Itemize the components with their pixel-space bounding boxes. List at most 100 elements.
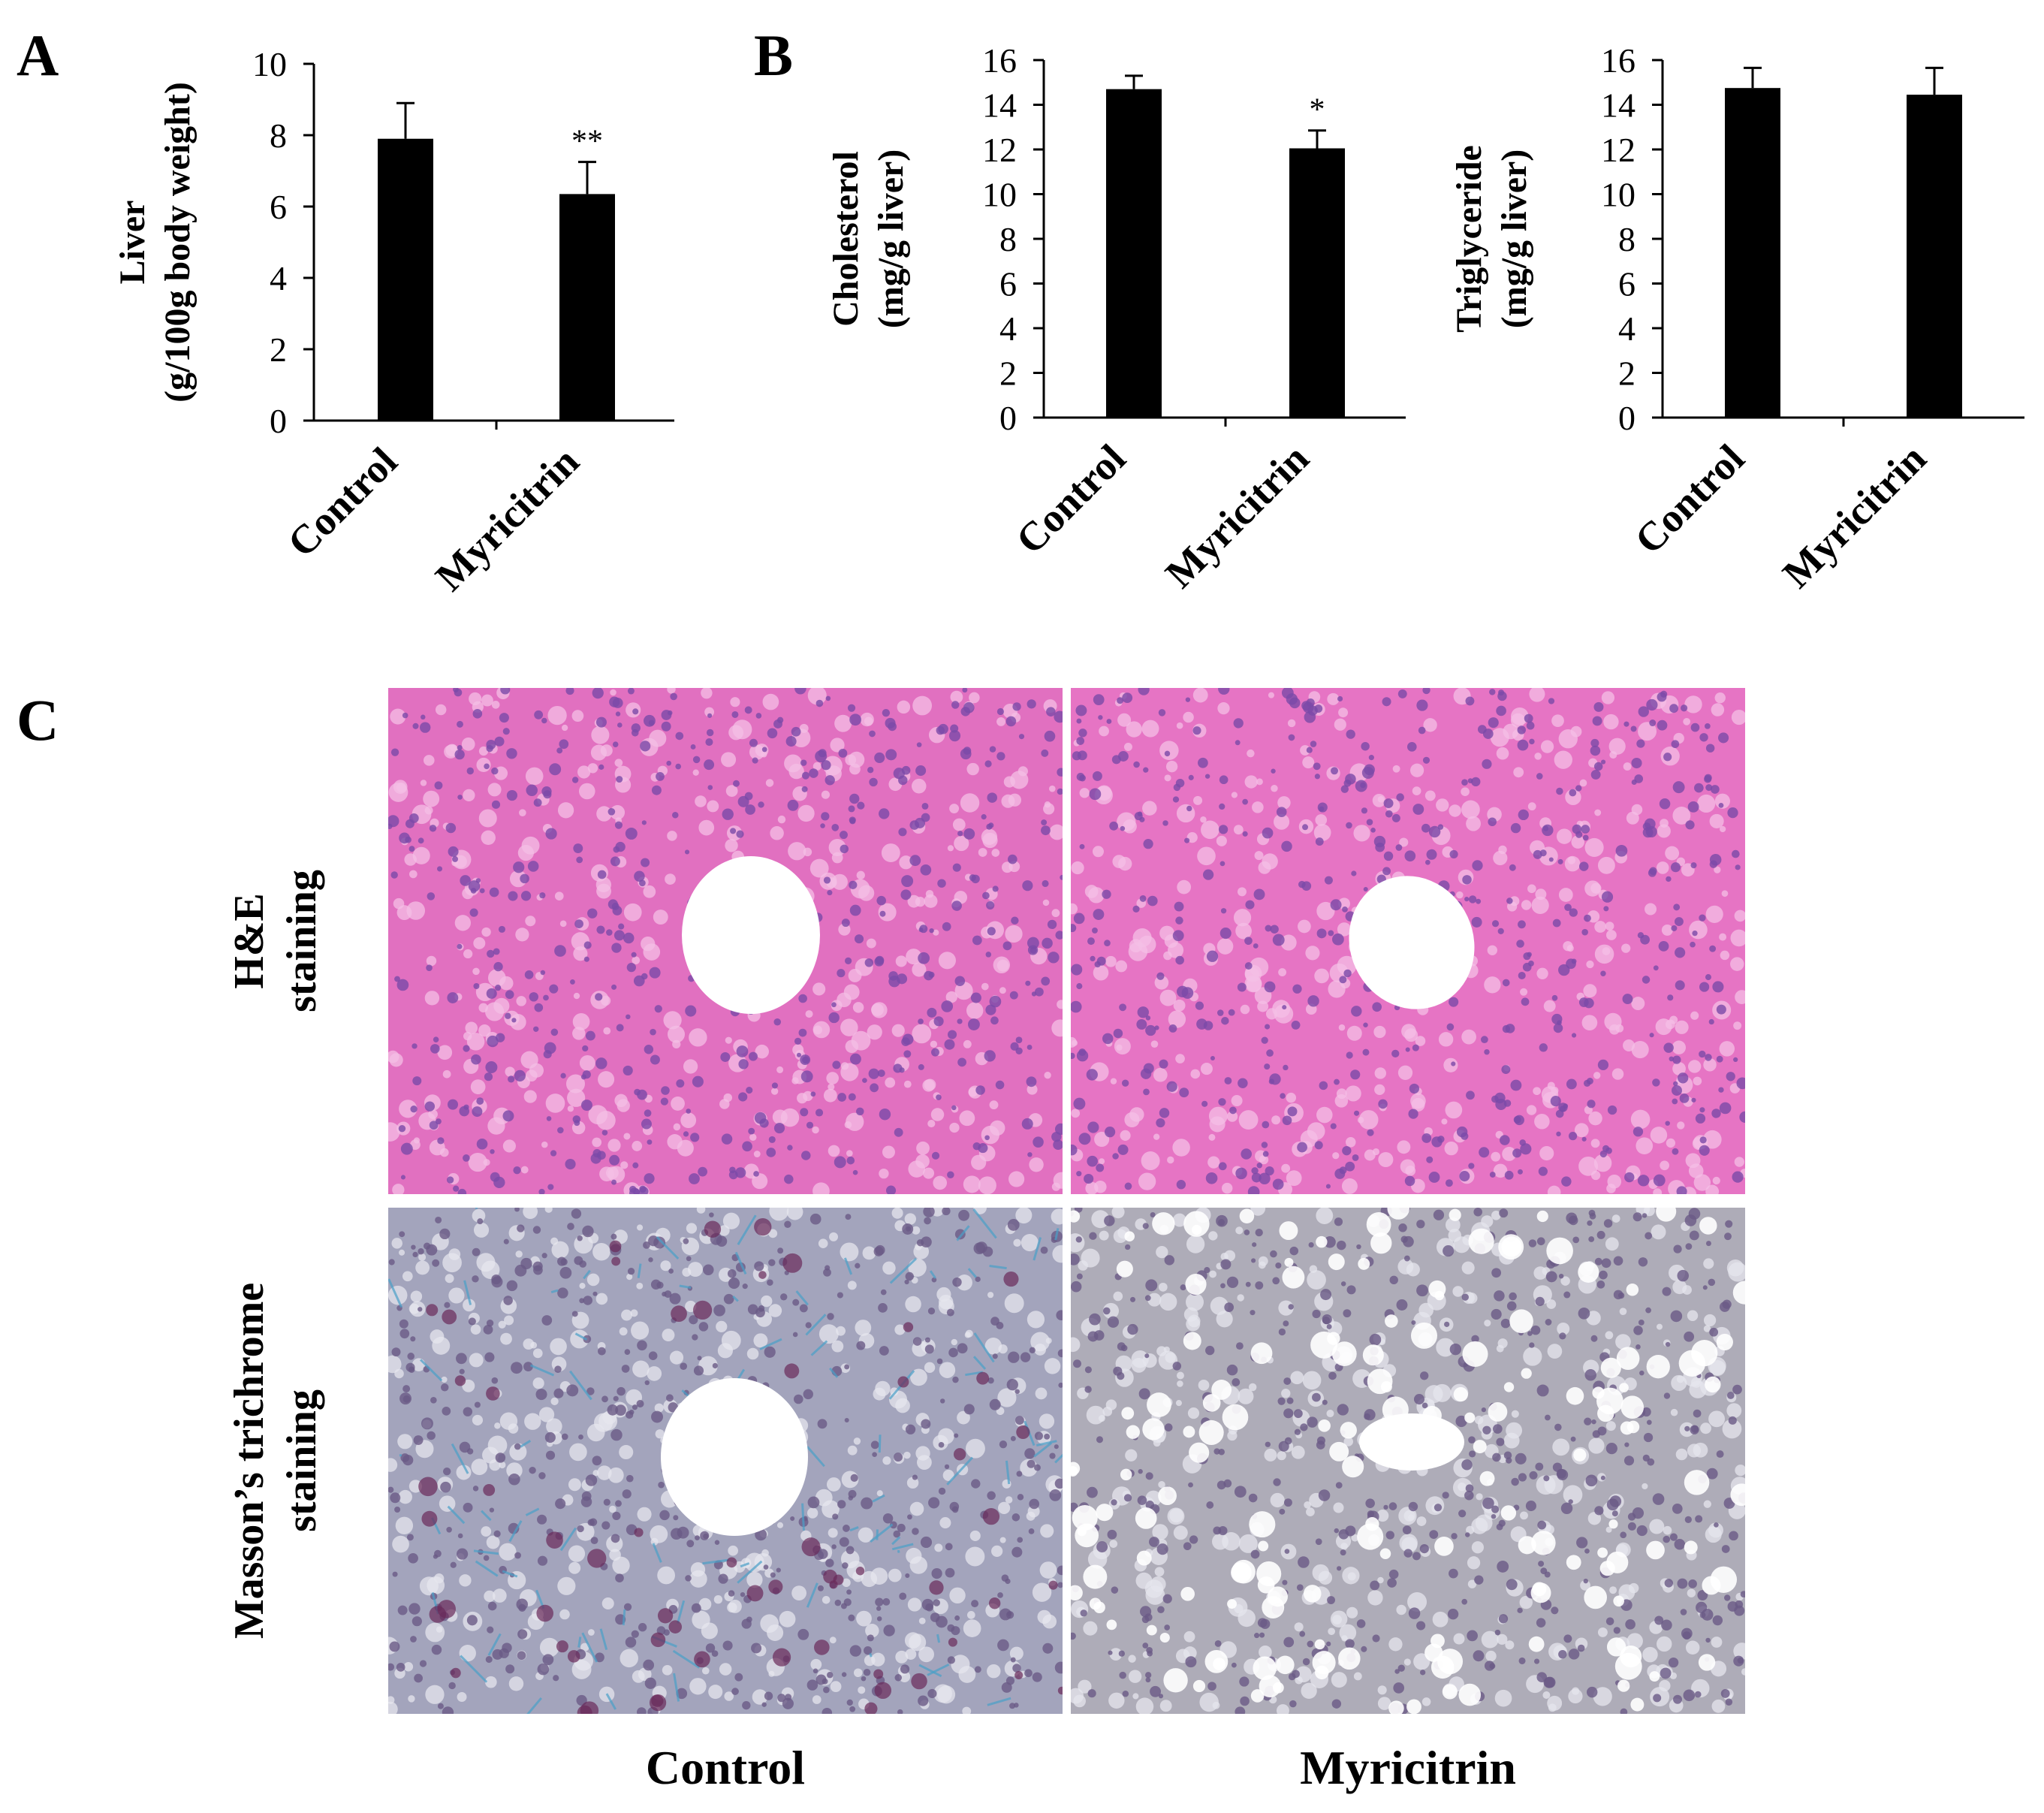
nucleus bbox=[1172, 930, 1184, 942]
vacuole bbox=[695, 795, 707, 807]
nucleus bbox=[487, 1626, 494, 1634]
nucleus bbox=[1533, 849, 1542, 859]
vacuole bbox=[997, 1388, 1017, 1407]
nucleus bbox=[1575, 785, 1582, 792]
nucleus bbox=[391, 1347, 401, 1357]
vacuole bbox=[1084, 885, 1099, 898]
nucleus bbox=[1162, 820, 1168, 826]
nucleus bbox=[1403, 1255, 1410, 1262]
nucleus bbox=[882, 1513, 894, 1524]
nucleus bbox=[637, 1340, 647, 1351]
nucleus bbox=[1322, 1399, 1328, 1405]
vacuole bbox=[572, 1013, 590, 1030]
nucleus bbox=[1690, 941, 1696, 948]
vacuole bbox=[1730, 929, 1745, 947]
nucleus bbox=[1534, 1658, 1540, 1664]
nucleus bbox=[1254, 1633, 1260, 1639]
dark-deposit bbox=[567, 1650, 580, 1663]
vacuole bbox=[1649, 1519, 1665, 1534]
nucleus bbox=[831, 824, 840, 831]
nucleus bbox=[554, 1365, 562, 1373]
nucleus bbox=[742, 1700, 751, 1710]
nucleus bbox=[1224, 1302, 1235, 1312]
nucleus bbox=[1049, 1489, 1062, 1501]
vacuole bbox=[1039, 1561, 1057, 1579]
collagen-fiber bbox=[876, 1529, 879, 1540]
vacuole bbox=[1330, 1610, 1348, 1628]
nucleus bbox=[1089, 788, 1102, 801]
vacuole bbox=[573, 992, 580, 1000]
nucleus bbox=[405, 836, 412, 843]
nucleus bbox=[730, 828, 737, 834]
nucleus bbox=[1044, 1433, 1051, 1440]
nucleus bbox=[1102, 1307, 1111, 1315]
nucleus bbox=[1548, 698, 1555, 704]
nucleus bbox=[1027, 1152, 1033, 1157]
vacuole bbox=[1020, 1234, 1039, 1252]
vacuole bbox=[713, 1595, 723, 1604]
nucleus bbox=[690, 744, 696, 750]
nucleus bbox=[1054, 1444, 1059, 1449]
dark-deposit bbox=[418, 1477, 438, 1497]
y-tick-label: 14 bbox=[982, 86, 1017, 125]
collagen-fiber bbox=[805, 1314, 827, 1336]
nucleus bbox=[1363, 1022, 1368, 1028]
nucleus bbox=[812, 1668, 819, 1674]
nucleus bbox=[407, 1353, 415, 1360]
vacuole bbox=[1052, 1244, 1063, 1263]
vacuole bbox=[752, 1689, 768, 1705]
vacuole bbox=[984, 1338, 1002, 1355]
nucleus bbox=[1551, 1013, 1563, 1025]
nucleus bbox=[434, 781, 443, 790]
vacuole bbox=[1571, 835, 1584, 849]
vacuole bbox=[559, 1609, 570, 1620]
nucleus bbox=[1179, 1087, 1189, 1098]
vacuole bbox=[807, 1507, 819, 1519]
nucleus bbox=[1638, 1257, 1648, 1267]
vacuole bbox=[1237, 1294, 1244, 1302]
nucleus bbox=[1694, 783, 1704, 793]
nucleus bbox=[1054, 710, 1063, 723]
vacuole bbox=[1117, 713, 1132, 727]
lipid-droplet bbox=[1258, 1540, 1269, 1552]
nucleus bbox=[466, 1448, 474, 1455]
vacuole bbox=[848, 751, 865, 768]
nucleus bbox=[1387, 1578, 1397, 1588]
nucleus bbox=[815, 699, 824, 707]
nucleus bbox=[1334, 1168, 1346, 1179]
nucleus bbox=[899, 1592, 907, 1600]
nucleus bbox=[1458, 1510, 1467, 1518]
nucleus bbox=[1708, 1278, 1716, 1287]
nucleus bbox=[1164, 1423, 1173, 1431]
nucleus bbox=[1001, 1574, 1009, 1582]
nucleus bbox=[948, 1347, 958, 1358]
nucleus bbox=[418, 1307, 423, 1312]
nucleus bbox=[658, 1481, 665, 1489]
vacuole bbox=[1523, 1347, 1542, 1366]
vacuole bbox=[1224, 1250, 1236, 1262]
vacuole bbox=[1053, 1172, 1063, 1189]
vacuole bbox=[698, 1597, 712, 1611]
nucleus bbox=[1584, 1417, 1592, 1425]
vacuole bbox=[397, 1434, 413, 1449]
vacuole bbox=[1711, 1637, 1723, 1648]
vacuole bbox=[484, 1676, 497, 1688]
vacuole bbox=[1497, 1634, 1508, 1645]
nucleus bbox=[1705, 1637, 1711, 1643]
nucleus bbox=[903, 1050, 912, 1058]
vacuole bbox=[632, 1360, 650, 1378]
nucleus bbox=[1319, 806, 1325, 812]
nucleus bbox=[1383, 798, 1394, 809]
nucleus bbox=[1672, 1055, 1681, 1064]
collagen-fiber bbox=[929, 1270, 936, 1279]
nucleus bbox=[785, 736, 797, 747]
nucleus bbox=[1018, 734, 1025, 740]
vacuole bbox=[1306, 1507, 1315, 1516]
nucleus bbox=[1008, 1351, 1020, 1363]
vacuole bbox=[568, 1561, 581, 1574]
nucleus bbox=[654, 1005, 662, 1013]
nucleus bbox=[1449, 1343, 1462, 1356]
nucleus bbox=[1491, 1308, 1502, 1320]
vacuole bbox=[1453, 1633, 1465, 1645]
vacuole bbox=[1123, 742, 1132, 751]
